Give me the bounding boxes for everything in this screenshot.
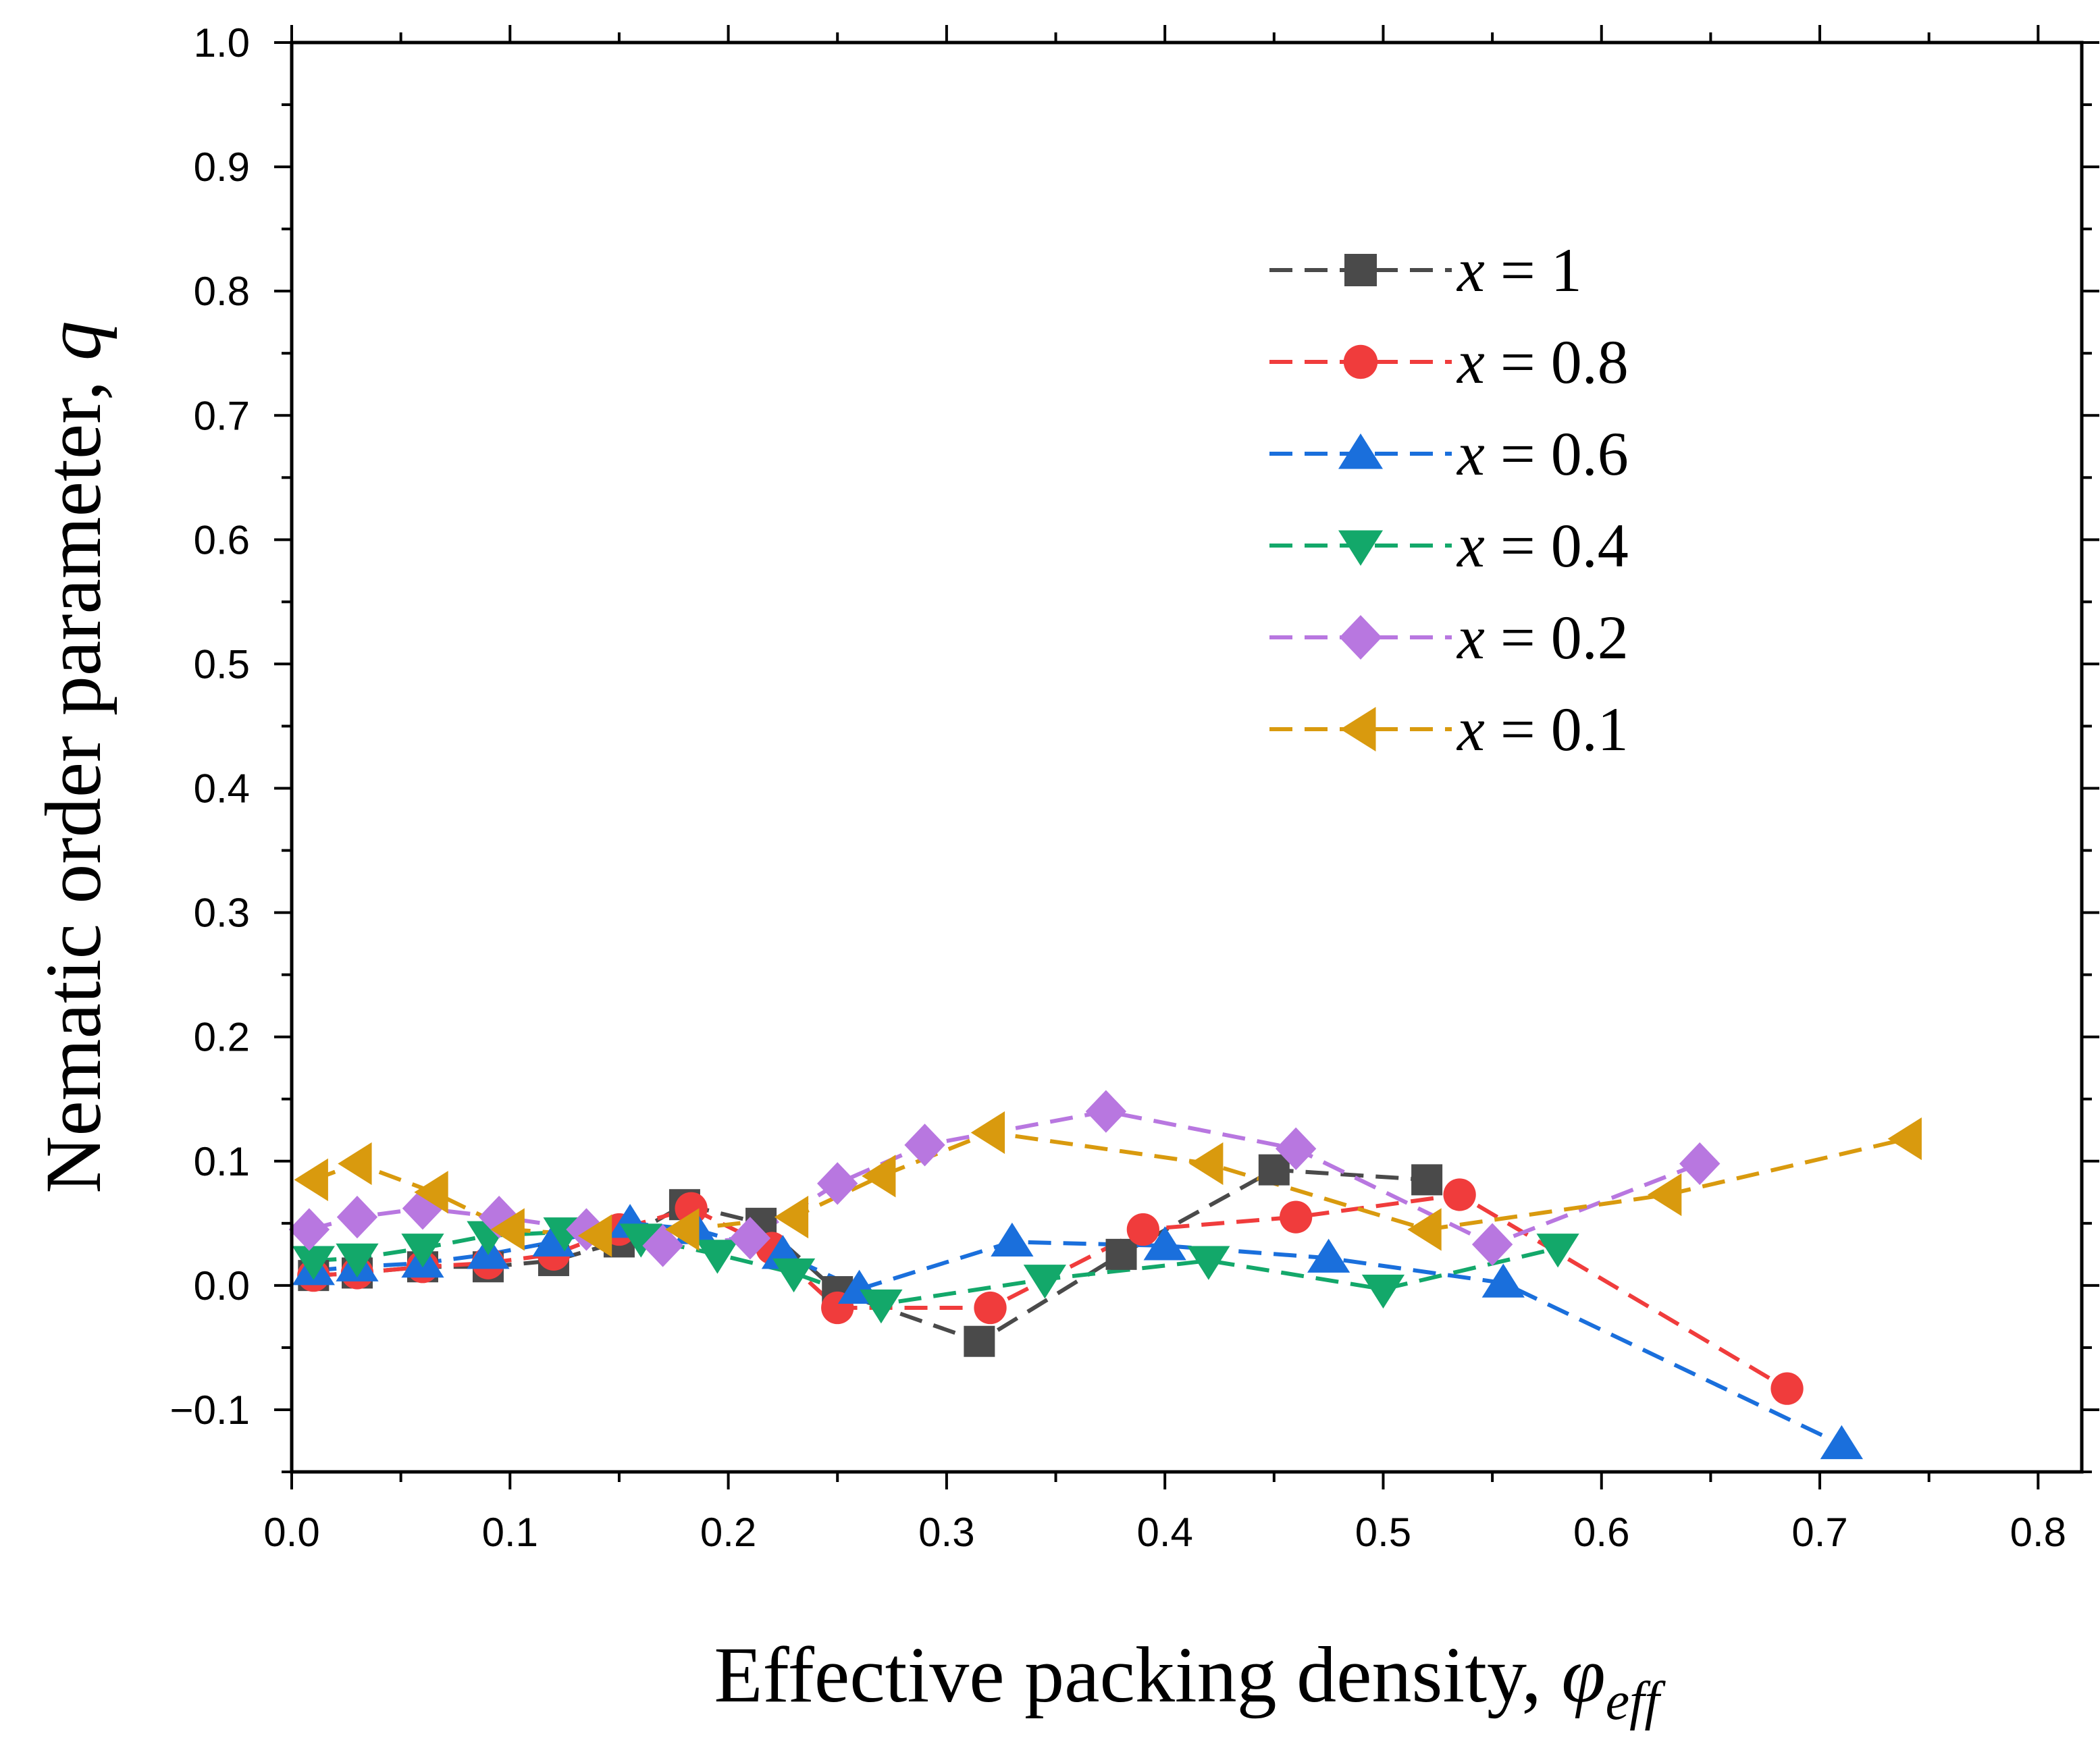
data-point-4 bbox=[1471, 1223, 1513, 1266]
y-tick-label: 0.8 bbox=[194, 269, 250, 314]
x-tick-label: 0.7 bbox=[1791, 1510, 1847, 1555]
data-point-5 bbox=[294, 1158, 328, 1202]
y-tick-label: 0.1 bbox=[194, 1139, 250, 1184]
legend-label: x = 0.8 bbox=[1456, 327, 1629, 396]
x-tick-label: 0.3 bbox=[918, 1510, 974, 1555]
legend-marker bbox=[1339, 615, 1382, 660]
data-point-5 bbox=[1407, 1208, 1442, 1251]
x-tick-label: 0.2 bbox=[700, 1510, 756, 1555]
y-tick-label: 0.2 bbox=[194, 1015, 250, 1060]
x-tick-label: 0.4 bbox=[1136, 1510, 1192, 1555]
data-point-2 bbox=[1143, 1226, 1186, 1261]
data-point-3 bbox=[619, 1223, 662, 1258]
data-point-4 bbox=[288, 1208, 330, 1251]
legend-item-4: x = 0.2 bbox=[1269, 603, 1629, 672]
data-point-3 bbox=[695, 1240, 739, 1274]
data-point-5 bbox=[970, 1111, 1005, 1155]
x-tick-labels: 0.0 0.1 0.2 0.3 0.4 0.5 0.6 0.7 0.8 bbox=[263, 1510, 2066, 1555]
x-tick-label: 0.6 bbox=[1573, 1510, 1629, 1555]
legend-item-3: x = 0.4 bbox=[1269, 511, 1629, 580]
data-point-0 bbox=[964, 1325, 995, 1357]
series-lines bbox=[309, 1109, 1908, 1447]
data-point-5 bbox=[1647, 1173, 1682, 1217]
y-tick-labels: −0.1 0.0 0.1 0.2 0.3 0.4 0.5 0.6 0.7 0.8 0.9 1.0 bbox=[170, 20, 250, 1433]
axis-ticks bbox=[274, 25, 2099, 1489]
data-point-3 bbox=[1187, 1246, 1230, 1280]
data-point-4 bbox=[336, 1195, 378, 1239]
plot-frame bbox=[290, 41, 2084, 1474]
data-point-5 bbox=[490, 1208, 525, 1251]
legend-label: x = 0.2 bbox=[1456, 603, 1629, 672]
data-point-3 bbox=[292, 1246, 335, 1280]
y-tick-label: 1.0 bbox=[194, 20, 250, 65]
data-point-5 bbox=[1887, 1117, 1922, 1161]
data-point-5 bbox=[577, 1214, 612, 1257]
x-tick-label: 0.5 bbox=[1355, 1510, 1411, 1555]
data-point-5 bbox=[862, 1155, 896, 1198]
data-point-5 bbox=[774, 1195, 809, 1239]
data-point-2 bbox=[1307, 1238, 1350, 1273]
legend-item-1: x = 0.8 bbox=[1269, 327, 1629, 396]
y-tick-label: 0.0 bbox=[194, 1263, 250, 1308]
x-axis-title: Effective packing density, φeff bbox=[714, 1631, 1666, 1731]
y-tick-label: −0.1 bbox=[170, 1387, 250, 1433]
data-point-0 bbox=[1411, 1164, 1443, 1196]
y-tick-label: 0.4 bbox=[194, 766, 250, 812]
legend-marker bbox=[1344, 254, 1377, 286]
x-tick-label: 0.1 bbox=[482, 1510, 538, 1555]
legend-item-0: x = 1 bbox=[1269, 236, 1582, 305]
data-point-2 bbox=[1481, 1263, 1525, 1298]
y-tick-label: 0.3 bbox=[194, 891, 250, 936]
data-point-4 bbox=[817, 1162, 858, 1205]
data-point-1 bbox=[974, 1291, 1007, 1325]
y-axis-title: Nematic order parameter, q bbox=[29, 321, 117, 1194]
data-point-3 bbox=[1536, 1234, 1579, 1268]
legend: x = 1 x = 0.8 x = 0.6 x = 0.4 x = 0.2 x = 0.1 bbox=[1269, 236, 1629, 764]
data-point-4 bbox=[729, 1217, 771, 1260]
data-point-0 bbox=[1105, 1238, 1137, 1270]
data-point-3 bbox=[860, 1289, 903, 1324]
data-point-5 bbox=[414, 1171, 448, 1214]
data-point-5 bbox=[338, 1142, 372, 1186]
data-point-4 bbox=[1275, 1127, 1317, 1170]
legend-label: x = 0.4 bbox=[1456, 511, 1629, 580]
x-tick-label: 0.8 bbox=[2010, 1510, 2066, 1555]
legend-item-2: x = 0.6 bbox=[1269, 419, 1629, 488]
data-point-2 bbox=[1820, 1425, 1864, 1460]
data-point-0 bbox=[1258, 1154, 1290, 1186]
legend-marker bbox=[1340, 707, 1376, 751]
data-point-3 bbox=[1023, 1265, 1066, 1299]
data-point-5 bbox=[1189, 1142, 1224, 1186]
y-tick-label: 0.5 bbox=[194, 641, 250, 687]
data-point-3 bbox=[401, 1234, 444, 1268]
data-point-5 bbox=[665, 1208, 700, 1251]
data-point-3 bbox=[772, 1258, 816, 1293]
data-point-1 bbox=[1279, 1200, 1313, 1234]
data-point-2 bbox=[991, 1222, 1034, 1257]
legend-marker bbox=[1338, 530, 1383, 566]
data-point-3 bbox=[1361, 1274, 1405, 1309]
y-tick-label: 0.7 bbox=[194, 393, 250, 438]
data-point-4 bbox=[1085, 1090, 1127, 1133]
legend-item-5: x = 0.1 bbox=[1269, 695, 1629, 764]
data-point-1 bbox=[1443, 1178, 1476, 1211]
legend-marker bbox=[1338, 433, 1383, 469]
data-point-4 bbox=[904, 1123, 945, 1167]
legend-label: x = 1 bbox=[1456, 236, 1582, 305]
data-point-1 bbox=[1770, 1372, 1804, 1405]
y-tick-label: 0.9 bbox=[194, 144, 250, 190]
legend-label: x = 0.1 bbox=[1456, 695, 1629, 764]
data-point-4 bbox=[642, 1224, 683, 1267]
y-tick-label: 0.6 bbox=[194, 517, 250, 562]
data-point-1 bbox=[1126, 1213, 1159, 1246]
x-tick-label: 0.0 bbox=[263, 1510, 319, 1555]
legend-label: x = 0.6 bbox=[1456, 419, 1629, 488]
data-point-3 bbox=[336, 1243, 379, 1278]
legend-marker bbox=[1343, 344, 1378, 379]
data-point-4 bbox=[1679, 1142, 1721, 1186]
series-markers bbox=[288, 1090, 1922, 1460]
